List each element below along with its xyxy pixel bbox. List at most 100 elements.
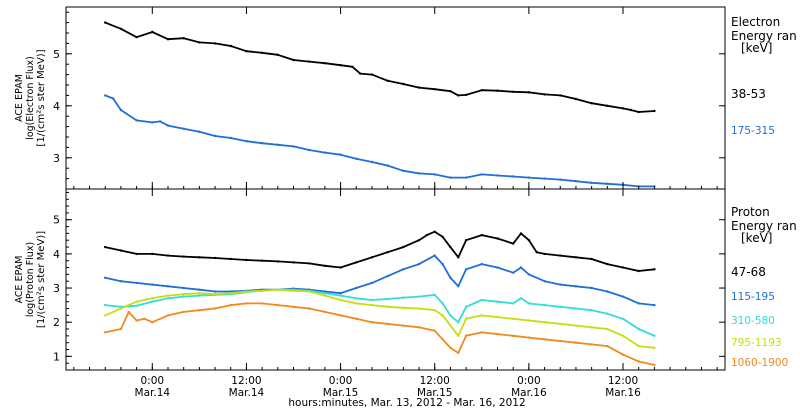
proton-series-point bbox=[590, 309, 593, 312]
proton-series-point bbox=[323, 310, 327, 314]
proton-series-point bbox=[559, 339, 562, 343]
proton-series-point bbox=[417, 326, 421, 329]
electron-series-point bbox=[229, 136, 232, 140]
proton-series-point bbox=[496, 266, 499, 269]
proton-series-point bbox=[166, 294, 170, 297]
proton-series-point bbox=[292, 305, 295, 308]
proton-series-point bbox=[606, 262, 609, 266]
proton-series-point bbox=[621, 266, 625, 269]
proton-series-point bbox=[457, 351, 460, 355]
proton-series-point bbox=[119, 327, 123, 331]
proton-series-point bbox=[135, 252, 138, 256]
electron-series-point bbox=[351, 65, 354, 69]
proton-series-point bbox=[135, 300, 138, 303]
proton-series-point bbox=[308, 307, 311, 310]
proton-series-point bbox=[417, 307, 421, 310]
proton-series-point bbox=[535, 251, 538, 254]
electron-series-point bbox=[606, 104, 609, 108]
electron-series-point bbox=[457, 94, 460, 97]
proton-series-point bbox=[433, 309, 436, 312]
proton-legend-title: Energy ran bbox=[731, 219, 797, 233]
proton-series-point bbox=[143, 317, 146, 320]
proton-series-point bbox=[425, 233, 429, 237]
proton-series-point bbox=[449, 346, 452, 349]
electron-series-point bbox=[182, 37, 185, 40]
proton-series-point bbox=[151, 300, 154, 303]
time-axis: 0:00Mar.1412:00Mar.140:00Mar.1512:00Mar.… bbox=[73, 7, 718, 399]
electron-series-point bbox=[621, 107, 625, 110]
electron-series-line-175-315 bbox=[104, 94, 655, 188]
electron-legend-title: Electron bbox=[731, 15, 780, 29]
proton-series-point bbox=[229, 257, 232, 261]
electron-series-point bbox=[496, 174, 499, 177]
electron-series-point bbox=[292, 145, 295, 148]
proton-series-point bbox=[464, 334, 468, 337]
proton-y-axis-label: [1/(cm²s ster MeV)] bbox=[36, 231, 47, 328]
proton-y-tick-label: 3 bbox=[53, 282, 60, 295]
proton-series-point bbox=[637, 360, 640, 363]
proton-legend-entry: 1060-1900 bbox=[731, 357, 788, 369]
proton-series-point bbox=[559, 322, 562, 326]
electron-series-point bbox=[182, 127, 185, 130]
proton-series-line-310-580 bbox=[105, 288, 655, 337]
proton-series-point bbox=[151, 283, 154, 286]
electron-legend-title: Energy ran bbox=[731, 29, 797, 43]
proton-series-point bbox=[433, 230, 436, 233]
proton-series-point bbox=[355, 286, 358, 290]
proton-series-point bbox=[574, 307, 578, 310]
electron-series-point bbox=[527, 91, 531, 94]
proton-series-point bbox=[457, 321, 460, 324]
electron-series-point bbox=[480, 173, 483, 176]
proton-series-point bbox=[166, 254, 170, 257]
proton-series-point bbox=[182, 310, 185, 314]
electron-series-point bbox=[386, 164, 389, 167]
proton-series-point bbox=[449, 276, 452, 279]
proton-series-point bbox=[119, 307, 123, 310]
x-tick-date-label: Mar.14 bbox=[229, 387, 265, 399]
proton-series-point bbox=[339, 314, 342, 317]
electron-series-point bbox=[559, 94, 562, 97]
proton-series-point bbox=[480, 298, 483, 302]
electron-series-point bbox=[417, 172, 421, 175]
electron-series-point bbox=[151, 30, 154, 34]
electron-series-point bbox=[198, 41, 201, 44]
electron-series-point bbox=[213, 134, 217, 138]
proton-series-point bbox=[166, 314, 170, 317]
proton-series-point bbox=[519, 297, 523, 300]
proton-series-point bbox=[213, 293, 217, 296]
proton-series-point bbox=[166, 297, 170, 300]
electron-series-point bbox=[339, 63, 342, 67]
proton-series-point bbox=[621, 317, 625, 320]
electron-series-point bbox=[339, 153, 342, 156]
electron-series-point bbox=[323, 62, 327, 65]
proton-series-point bbox=[386, 322, 389, 326]
proton-series-point bbox=[276, 303, 279, 307]
electron-series-point bbox=[637, 110, 640, 114]
proton-series-point bbox=[653, 346, 656, 349]
x-tick-time-label: 12:00 bbox=[420, 375, 450, 387]
proton-series-point bbox=[441, 235, 444, 238]
electron-flux-panel: 3 4 5 ACE EPAM log(Electron Flux) [1/(cm²s st… bbox=[14, 6, 797, 190]
electron-series-point bbox=[276, 143, 279, 146]
proton-series-point bbox=[292, 289, 295, 292]
electron-series-point bbox=[111, 97, 115, 100]
electron-y-tick-label: 3 bbox=[53, 152, 60, 165]
proton-series-point bbox=[260, 302, 264, 305]
proton-series-point bbox=[135, 304, 138, 307]
proton-series-point bbox=[198, 292, 201, 295]
electron-legend-title: [keV] bbox=[741, 41, 772, 55]
proton-series-point bbox=[182, 286, 185, 290]
proton-series-point bbox=[323, 294, 327, 297]
x-tick-time-label: 0:00 bbox=[517, 375, 541, 387]
electron-y-tick-label: 4 bbox=[53, 100, 60, 113]
electron-series-point bbox=[355, 157, 358, 160]
electron-series-point bbox=[158, 120, 162, 123]
electron-series-point bbox=[606, 182, 609, 185]
proton-series-point bbox=[543, 252, 546, 256]
electron-series-point bbox=[308, 60, 311, 63]
proton-series-point bbox=[590, 326, 593, 329]
electron-series-point bbox=[629, 108, 633, 112]
proton-series-point bbox=[527, 336, 531, 339]
proton-series-point bbox=[449, 324, 452, 327]
proton-series-point bbox=[245, 302, 248, 305]
